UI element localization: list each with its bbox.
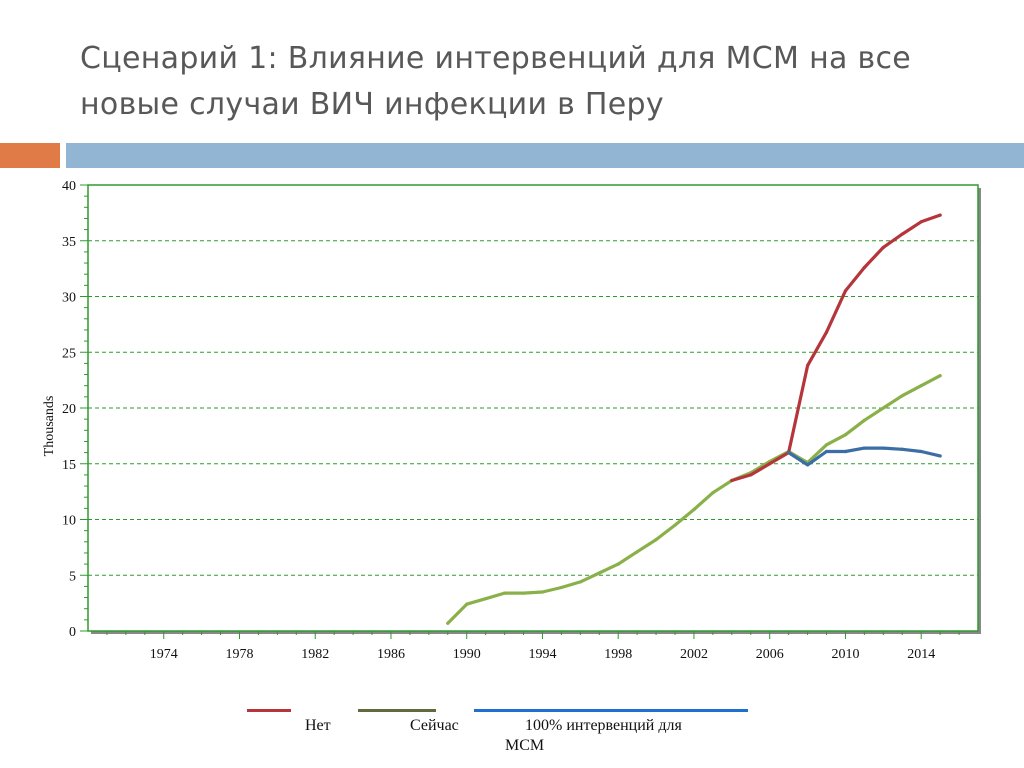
series-point-1	[616, 562, 620, 566]
slide-title-line-1: Сценарий 1: Влияние интервенций для МСМ …	[80, 41, 912, 76]
series-point-0	[805, 364, 810, 368]
series-point-0	[938, 213, 942, 217]
series-point-0	[900, 232, 904, 236]
series-point-0	[824, 330, 829, 334]
x-tick-label: 2010	[831, 647, 859, 662]
series-point-1	[881, 406, 885, 410]
y-tick-label: 15	[62, 458, 76, 473]
series-point-0	[749, 473, 753, 477]
slide-title: Сценарий 1: Влияние интервенций для МСМ …	[80, 36, 980, 128]
series-point-1	[635, 550, 639, 554]
series-point-0	[768, 462, 772, 466]
series-point-1	[919, 384, 923, 388]
x-tick-label: 1986	[377, 647, 405, 662]
x-tick-label: 2002	[680, 647, 708, 662]
x-tick-label: 2006	[756, 647, 784, 662]
series-point-1	[654, 537, 658, 542]
y-axis-label: Thousands	[42, 396, 57, 457]
y-tick-label: 25	[62, 346, 76, 361]
series-point-1	[540, 590, 545, 594]
series-point-1	[900, 394, 904, 398]
legend-line-seichas	[358, 709, 436, 712]
y-tick-label: 10	[62, 514, 76, 529]
series-point-1	[559, 585, 564, 590]
y-tick-label: 5	[69, 569, 76, 584]
y-tick-label: 30	[62, 291, 76, 306]
series-point-1	[938, 374, 942, 378]
legend-line-intervention	[474, 709, 748, 712]
series-point-2	[919, 449, 923, 454]
series-point-1	[521, 591, 526, 595]
series-point-0	[862, 265, 866, 270]
accent-bar-orange	[0, 143, 60, 168]
series-point-0	[919, 220, 923, 224]
series-point-1	[711, 491, 715, 495]
legend-label-seichas: Сейчас	[410, 717, 459, 734]
series-point-1	[578, 580, 582, 584]
series-point-1	[484, 597, 488, 601]
series-point-1	[862, 418, 866, 422]
series-point-1	[465, 602, 469, 606]
slide-title-line-2: новые случаи ВИЧ инфекции в Перу	[80, 87, 664, 122]
series-point-2	[938, 454, 942, 458]
series-point-1	[673, 523, 677, 527]
accent-bar-blue	[66, 143, 1024, 168]
y-tick-label: 35	[62, 235, 76, 250]
y-tick-label: 20	[62, 402, 76, 417]
x-tick-label: 1978	[225, 647, 253, 662]
y-tick-label: 40	[62, 179, 76, 194]
series-point-0	[881, 245, 885, 250]
series-point-2	[881, 446, 885, 450]
series-point-1	[843, 433, 848, 437]
series-point-2	[787, 451, 791, 455]
x-tick-label: 1982	[301, 647, 329, 662]
legend-line-net	[247, 709, 291, 712]
legend-label-net: Нет	[305, 717, 331, 734]
series-line-0	[730, 213, 942, 483]
line-chart: 0 5 10 15 20 25 30 35 40 1974 1978 1982 1986 1990 1994…	[42, 179, 981, 662]
x-tick-label: 1974	[150, 647, 178, 662]
series-point-1	[597, 571, 601, 575]
y-tick-label: 0	[69, 625, 76, 640]
series-point-1	[824, 443, 829, 447]
legend-label-intervention: 100% интервенций для МСМ	[505, 717, 682, 754]
series-point-2	[843, 449, 848, 454]
x-tick-label: 1994	[528, 647, 556, 662]
x-tick-label: 2014	[907, 647, 935, 662]
series-point-2	[824, 449, 829, 454]
series-point-2	[900, 447, 904, 451]
series-point-0	[730, 478, 734, 483]
series-point-2	[805, 463, 810, 467]
x-tick-label: 1998	[604, 647, 632, 662]
series-point-1	[446, 621, 450, 625]
series-point-2	[862, 446, 866, 450]
series-point-1	[502, 591, 507, 595]
series-point-0	[843, 289, 848, 293]
x-tick-label: 1990	[453, 647, 481, 662]
series-point-1	[692, 507, 696, 512]
